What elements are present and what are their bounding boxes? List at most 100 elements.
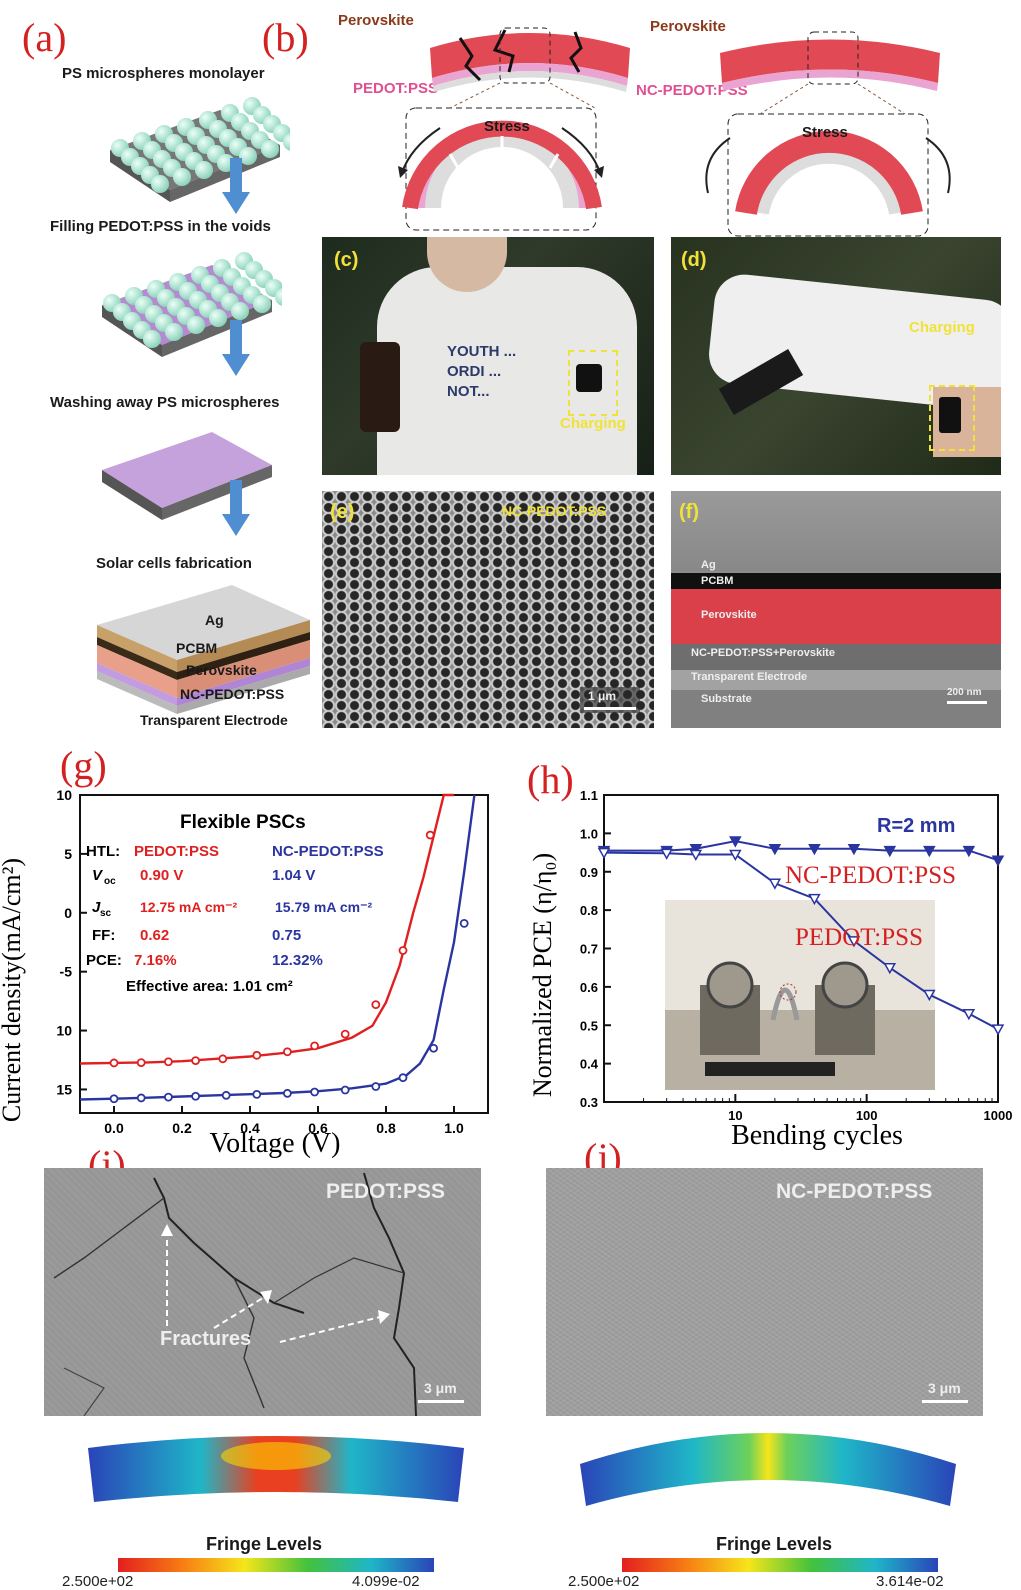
g-series-point-1 — [191, 1091, 201, 1101]
h-series-point-0 — [689, 843, 703, 856]
g-series-point-1 — [371, 1082, 381, 1091]
ps-sphere — [261, 140, 279, 158]
shirt-print: YOUTH ... ORDI ... NOT... — [447, 343, 517, 400]
g-xlabel: Voltage (V) — [210, 1128, 341, 1159]
panel-e-scale-label: 1 μm — [588, 689, 617, 703]
stack-label-nc-pedot: NC-PEDOT:PSS — [180, 686, 285, 702]
panel-i-colorbar — [118, 1558, 434, 1572]
panel-c-photo: YOUTH ... ORDI ... NOT... (c) Charging — [322, 237, 654, 475]
h-series-point-1 — [768, 878, 782, 890]
panel-j-fringe-min: 3.614e-02 — [876, 1573, 944, 1590]
g-leg-pce-a: 7.16% — [134, 952, 177, 969]
h-legend-nc-pedot: NC-PEDOT:PSS — [785, 862, 956, 889]
h-series-point-1 — [883, 962, 897, 975]
g-ytick-label: 5 — [64, 846, 72, 862]
stack-label-perovskite: Perovskite — [186, 662, 257, 678]
fracture-arrows — [161, 1224, 390, 1343]
panel-label-e: (e) — [330, 501, 355, 523]
g-leg-ff-key: FF: — [92, 927, 115, 944]
h-series-point-1 — [597, 847, 611, 860]
ps-sphere — [275, 288, 282, 306]
ps-sphere — [283, 133, 290, 151]
h-series-point-1 — [689, 849, 703, 862]
panel-i-fringe-max: 2.500e+02 — [62, 1573, 134, 1590]
bending-pce-chart: Normalized PCE (η/η₀) Bending cycles 10 1… — [528, 788, 1012, 1151]
g-series-point-1 — [429, 1043, 439, 1053]
h-xtick-label: 100 — [856, 1108, 878, 1123]
panel-j-tag: NC-PEDOT:PSS — [776, 1180, 933, 1203]
panel-j-fringe-max: 2.500e+02 — [568, 1573, 640, 1590]
h-ytick-label: 0.6 — [580, 980, 598, 995]
g-ytick-label: 10 — [56, 787, 72, 803]
panel-j-fea-map — [580, 1433, 956, 1506]
h-series-point-0 — [991, 855, 1005, 867]
g-series-point-1 — [310, 1087, 320, 1097]
panel-label-h: (h) — [527, 757, 574, 802]
panel-c-charging-badge: Charging — [560, 415, 626, 432]
panel-f-scale-bar — [947, 701, 987, 704]
filled-voids-illustration — [102, 252, 282, 357]
g-series-point-0 — [218, 1054, 228, 1064]
g-ytick-label: 0 — [64, 905, 72, 921]
panel-label-g: (g) — [60, 743, 107, 788]
g-leg-htl-b: NC-PEDOT:PSS — [272, 843, 384, 860]
h-ytick-label: 0.9 — [580, 865, 598, 880]
b-right-perovskite-label: Perovskite — [650, 18, 726, 35]
g-ytick-label: 15 — [56, 1081, 72, 1097]
h-ytick-label: 0.5 — [580, 1018, 598, 1033]
g-series-point-1 — [252, 1089, 262, 1099]
f-layer-perovskite: Perovskite — [701, 609, 757, 621]
jv-curve-chart: Current density(mA/cm²) Voltage (V) 0.0 0… — [0, 787, 489, 1159]
panel-i-scale-bar — [418, 1400, 464, 1403]
ps-sphere — [165, 323, 183, 341]
panel-e-sem: (e) NC-PEDOT:PSS 1 μm — [322, 491, 654, 728]
g-series-point-1 — [109, 1094, 119, 1104]
h-xlabel: Bending cycles — [731, 1120, 903, 1151]
h-series-point-1 — [808, 893, 821, 906]
h-series-point-1 — [962, 1008, 976, 1021]
g-leg-footer: Effective area: 1.01 cm² — [126, 978, 293, 995]
h-series-point-0 — [923, 845, 936, 858]
panel-j-sem: NC-PEDOT:PSS 3 μm — [546, 1168, 983, 1416]
ps-sphere — [187, 316, 205, 334]
fractures-label: Fractures — [160, 1328, 252, 1350]
g-leg-pce-b: 12.32% — [272, 952, 323, 969]
g-series-point-0 — [136, 1058, 146, 1067]
panel-e-scale-bar — [584, 707, 636, 710]
g-leg-ff-a: 0.62 — [140, 927, 169, 944]
panel-f-sem: (f) Ag PCBM Perovskite NC-PEDOT:PSS+Pero… — [671, 491, 1001, 728]
panel-label-a: (a) — [22, 15, 67, 60]
h-series-point-1 — [729, 849, 742, 862]
g-leg-jsc-key: J — [92, 899, 101, 916]
g-series-point-1 — [398, 1073, 408, 1083]
g-leg-htl-a: PEDOT:PSS — [134, 843, 219, 860]
f-layer-nc-pedot-perovskite: NC-PEDOT:PSS+Perovskite — [691, 647, 835, 659]
g-series-point-1 — [282, 1088, 292, 1098]
g-series-point-0 — [310, 1041, 320, 1051]
g-plot-frame — [79, 794, 489, 1114]
g-series-point-1 — [136, 1093, 146, 1103]
panel-e-tag: NC-PEDOT:PSS — [502, 503, 607, 519]
g-series-point-0 — [191, 1056, 201, 1065]
b-left-perovskite-label: Perovskite — [338, 12, 414, 29]
h-ytick-label: 0.3 — [580, 1095, 598, 1110]
solar-cell-stack-illustration — [97, 585, 310, 714]
panel-f-scale-label: 200 nm — [947, 687, 982, 698]
g-leg-htl-key: HTL: — [86, 843, 120, 860]
panel-i-fringe-title: Fringe Levels — [206, 1534, 323, 1554]
panel-j-fringe-title: Fringe Levels — [716, 1534, 833, 1554]
h-ytick-label: 0.7 — [580, 942, 598, 957]
panel-j-scale-bar — [922, 1400, 968, 1403]
ps-sphere — [209, 309, 227, 327]
g-series-point-1 — [340, 1085, 350, 1095]
g-legend-title: Flexible PSCs — [180, 812, 306, 833]
h-series-point-0 — [962, 845, 976, 858]
g-series-point-1 — [221, 1090, 231, 1100]
ps-sphere — [239, 147, 257, 165]
ps-monolayer-illustration — [110, 97, 290, 202]
g-ylabel: Current density(mA/cm²) — [0, 858, 26, 1122]
g-xtick-label: 0.2 — [172, 1120, 192, 1136]
step-2-caption: Filling PEDOT:PSS in the voids — [50, 218, 271, 235]
ps-sphere — [151, 175, 169, 193]
g-series-point-0 — [398, 946, 408, 955]
